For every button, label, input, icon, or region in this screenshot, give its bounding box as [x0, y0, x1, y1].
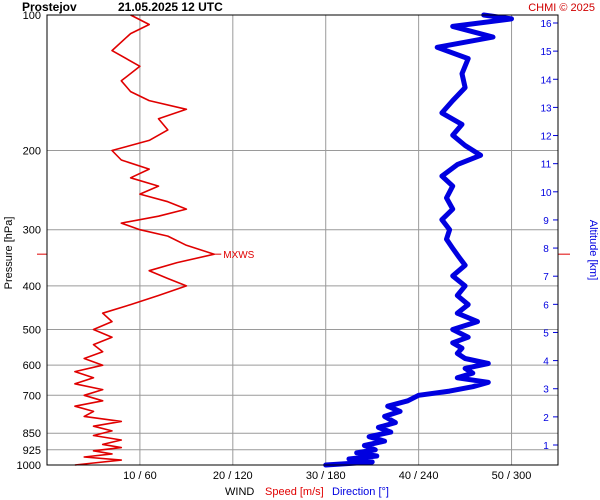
x-tick-4: 40 / 240	[399, 470, 439, 482]
x-tick-1: 10 / 60	[123, 470, 157, 482]
altitude-tick-15: 15	[540, 47, 552, 58]
y-right-label: Altitude [km]	[587, 220, 599, 281]
altitude-tick-11: 11	[541, 160, 552, 171]
wind-label: WIND	[225, 486, 254, 498]
direction-legend: Direction [°]	[332, 486, 389, 498]
speed-legend: Speed [m/s]	[265, 486, 324, 498]
x-ticks: 10 / 60 20 / 120 30 / 180 40 / 240 50 / 300	[123, 470, 531, 482]
altitude-tick-7: 7	[543, 272, 549, 283]
altitude-tick-1: 1	[543, 441, 549, 452]
altitude-tick-14: 14	[540, 75, 552, 86]
altitude-tick-16: 16	[540, 19, 552, 30]
y-left-label: Pressure [hPa]	[3, 217, 15, 290]
altitude-tick-10: 10	[540, 188, 552, 199]
x-tick-5: 50 / 300	[492, 470, 532, 482]
altitude-tick-2: 2	[543, 413, 549, 424]
pressure-tick-700: 700	[23, 390, 41, 402]
altitude-tick-8: 8	[543, 244, 549, 255]
altitude-tick-5: 5	[543, 328, 549, 339]
pressure-tick-1000: 1000	[17, 460, 41, 472]
pressure-tick-925: 925	[23, 445, 41, 457]
pressure-tick-200: 200	[23, 145, 41, 157]
pressure-ticks: 100 200 300 400 500 600 700 850 925 1000	[17, 10, 41, 472]
direction-line	[323, 12, 514, 468]
x-tick-3: 30 / 180	[306, 470, 346, 482]
altitude-tick-9: 9	[543, 216, 549, 227]
altitude-tick-4: 4	[543, 357, 549, 368]
pressure-tick-850: 850	[23, 428, 41, 440]
x-tick-2: 20 / 120	[213, 470, 253, 482]
altitude-tick-13: 13	[540, 103, 552, 114]
pressure-tick-600: 600	[23, 360, 41, 372]
pressure-tick-300: 300	[23, 225, 41, 237]
credit: CHMI © 2025	[528, 2, 595, 14]
speed-line	[74, 14, 215, 466]
altitude-tick-12: 12	[540, 132, 552, 143]
pressure-tick-400: 400	[23, 281, 41, 293]
datetime: 21.05.2025 12 UTC	[118, 0, 223, 14]
series-layer	[74, 12, 514, 468]
mxws-label: MXWS	[223, 250, 254, 261]
altitude-tick-6: 6	[543, 300, 549, 311]
pressure-tick-100: 100	[23, 10, 41, 22]
altitude-tick-3: 3	[543, 385, 549, 396]
grid	[47, 15, 558, 465]
pressure-tick-500: 500	[23, 325, 41, 337]
station-name: Prostejov	[22, 0, 77, 14]
plot-frame	[46, 14, 559, 466]
annotations: MXWS	[37, 250, 570, 261]
